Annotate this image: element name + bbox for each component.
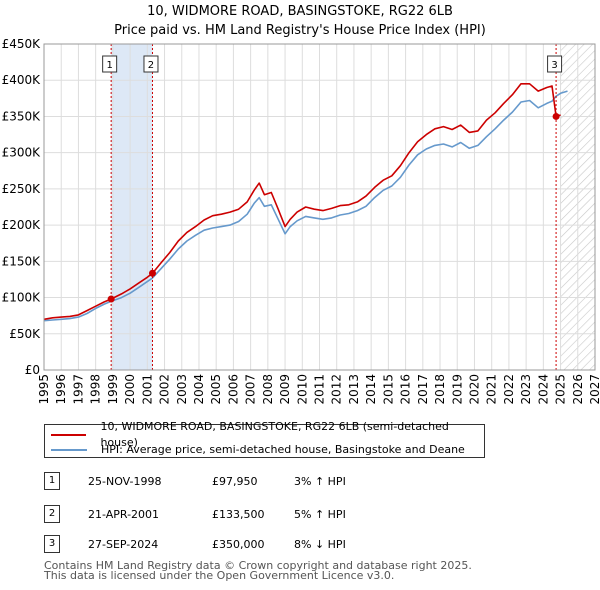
- y-tick-label: £200K: [2, 218, 42, 232]
- chart-title: 10, WIDMORE ROAD, BASINGSTOKE, RG22 6LB …: [0, 2, 600, 40]
- sale-marker-dot: [107, 295, 115, 303]
- legend-swatch-price-paid: [51, 434, 87, 436]
- footer: Contains HM Land Registry data © Crown c…: [44, 559, 472, 582]
- x-tick-label: 2023: [519, 374, 533, 405]
- x-tick-label: 2009: [278, 374, 292, 405]
- y-tick-label: £100K: [2, 291, 42, 305]
- x-tick-label: 2015: [381, 374, 395, 405]
- y-tick-label: £0: [25, 363, 40, 377]
- transaction-price: £133,500: [212, 508, 265, 521]
- footer-licence: This data is licensed under the Open Gov…: [44, 569, 395, 582]
- sale-marker-box: [143, 55, 159, 73]
- x-tick-label: 2014: [364, 374, 378, 405]
- legend: 10, WIDMORE ROAD, BASINGSTOKE, RG22 6LB …: [44, 420, 485, 458]
- sale-marker-box: [102, 55, 118, 73]
- shaded-period: [111, 44, 153, 370]
- transaction-number: 1: [44, 472, 60, 490]
- x-tick-label: 2017: [416, 374, 430, 405]
- y-tick-label: £350K: [2, 109, 42, 123]
- title-line-2: Price paid vs. HM Land Registry's House …: [114, 23, 486, 38]
- x-tick-label: 2006: [226, 374, 240, 405]
- y-tick-label: £400K: [2, 73, 42, 87]
- x-tick-label: 2011: [313, 374, 327, 405]
- x-tick-label: 2020: [467, 374, 481, 405]
- transaction-price: £350,000: [212, 538, 265, 551]
- price-chart: 1 2 3 £0 £50K £100K £150K £200K £250K £300K £350K…: [2, 37, 600, 405]
- legend-label-price-paid: 10, WIDMORE ROAD, BASINGSTOKE, RG22 6LB …: [100, 420, 449, 449]
- y-tick-label: £300K: [2, 146, 42, 160]
- x-tick-label: 1997: [71, 374, 85, 405]
- sale-marker-dot: [552, 112, 560, 120]
- legend-item-hpi: HPI: Average price, semi-detached house,…: [51, 442, 465, 458]
- y-tick-label: £250K: [2, 182, 42, 196]
- title-line-1: 10, WIDMORE ROAD, BASINGSTOKE, RG22 6LB: [147, 4, 453, 19]
- x-tick-label: 2022: [502, 374, 516, 405]
- x-tick-label: 1999: [106, 374, 120, 405]
- x-tick-label: 2004: [192, 374, 206, 405]
- transaction-hpi-diff: 3% ↑ HPI: [294, 475, 346, 488]
- x-tick-label: 2008: [261, 374, 275, 405]
- x-tick-label: 2018: [433, 374, 447, 405]
- transaction-number: 3: [44, 535, 60, 553]
- x-tick-label: 2012: [330, 374, 344, 405]
- x-tick-label: 2016: [399, 374, 413, 405]
- legend-swatch-hpi: [51, 449, 87, 451]
- y-tick-label: £50K: [9, 327, 41, 341]
- transaction-hpi-diff: 8% ↓ HPI: [294, 538, 346, 551]
- sale-marker-label: 2: [148, 60, 154, 71]
- x-tick-label: 1996: [54, 374, 68, 405]
- x-tick-label: 2027: [588, 374, 600, 405]
- y-tick-label: £150K: [2, 254, 42, 268]
- hpi-series-line: [43, 90, 568, 322]
- x-tick-label: 1998: [89, 374, 103, 405]
- sale-marker-label: 1: [106, 60, 112, 71]
- sale-marker-dot: [148, 269, 156, 277]
- transaction-date: 21-APR-2001: [88, 508, 160, 521]
- x-tick-label: 2024: [536, 374, 550, 405]
- plot-border: [43, 43, 596, 371]
- x-tick-label: 2005: [209, 374, 223, 405]
- x-tick-label: 2010: [295, 374, 309, 405]
- x-tick-label: 1995: [37, 374, 51, 405]
- transaction-date: 25-NOV-1998: [88, 475, 162, 488]
- x-tick-label: 2019: [450, 374, 464, 405]
- transaction-hpi-diff: 5% ↑ HPI: [294, 508, 346, 521]
- x-tick-label: 2000: [123, 374, 137, 405]
- sale-marker-label: 3: [551, 60, 557, 71]
- x-tick-label: 2003: [175, 374, 189, 405]
- legend-item-price-paid: 10, WIDMORE ROAD, BASINGSTOKE, RG22 6LB …: [51, 420, 484, 449]
- x-tick-label: 2026: [571, 374, 585, 405]
- x-tick-label: 2002: [158, 374, 172, 405]
- transaction-number: 2: [44, 505, 60, 523]
- x-tick-label: 2007: [244, 374, 258, 405]
- price-paid-series-line: [43, 83, 561, 321]
- legend-label-hpi: HPI: Average price, semi-detached house,…: [101, 443, 465, 456]
- footer-copyright: Contains HM Land Registry data © Crown c…: [44, 559, 472, 572]
- transaction-price: £97,950: [212, 475, 258, 488]
- transaction-date: 27-SEP-2024: [88, 538, 159, 551]
- x-tick-label: 2013: [347, 374, 361, 405]
- sale-marker-box: [547, 55, 563, 73]
- x-tick-label: 2025: [554, 374, 568, 405]
- x-tick-label: 2021: [485, 374, 499, 405]
- x-tick-label: 2001: [140, 374, 154, 405]
- y-tick-label: £450K: [2, 37, 42, 51]
